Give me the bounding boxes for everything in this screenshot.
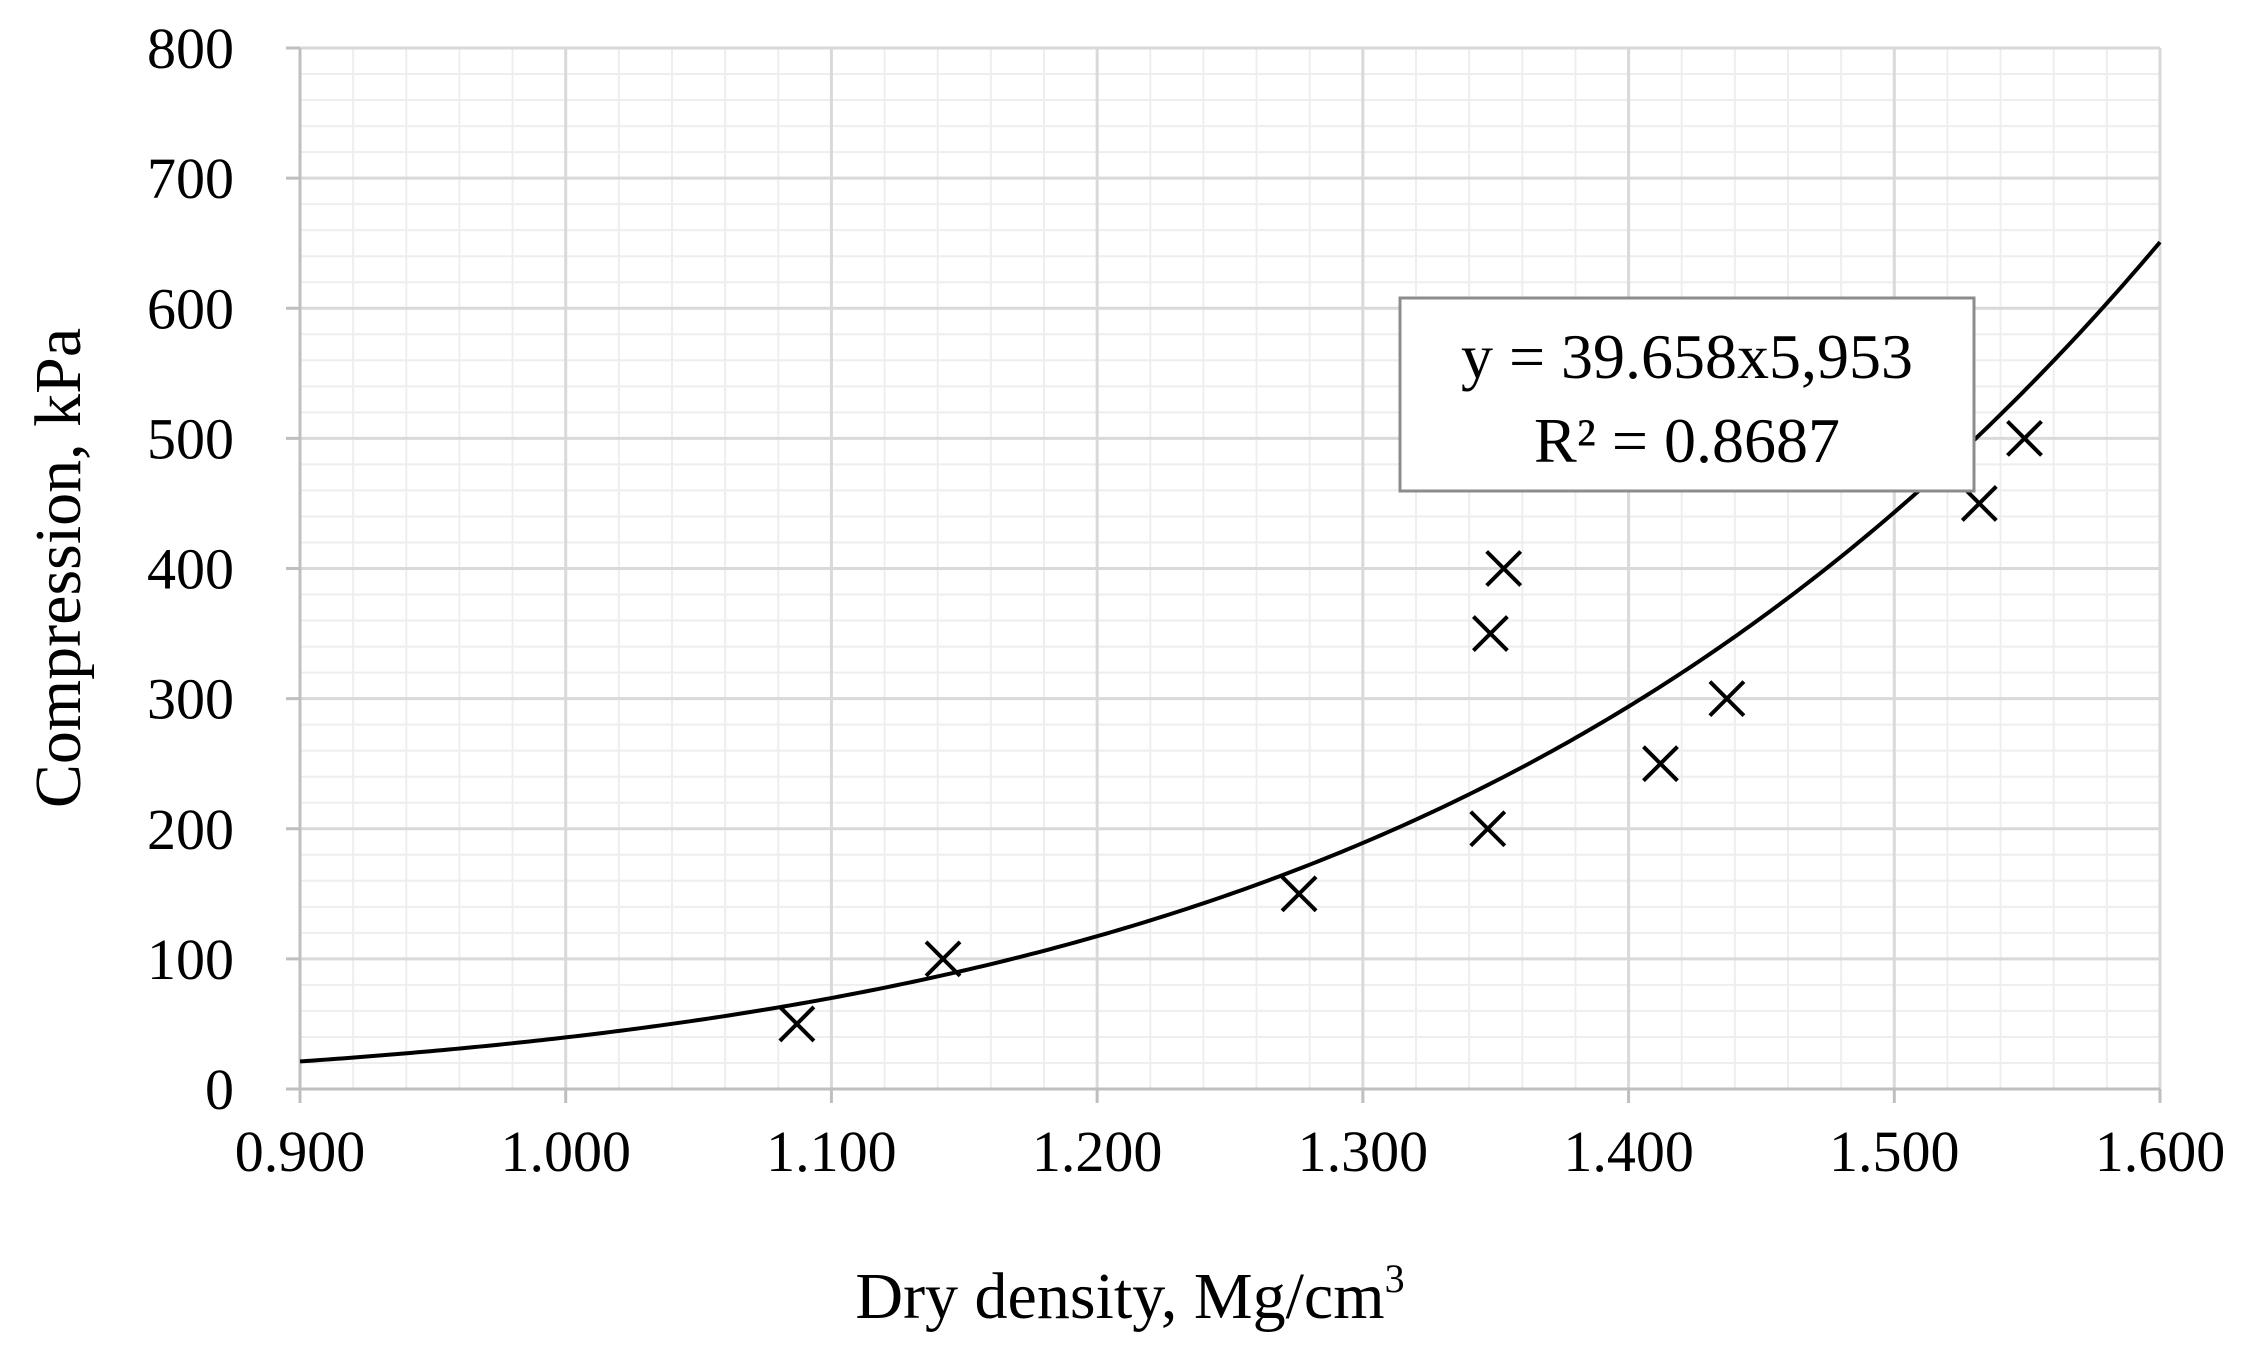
x-axis-title: Dry density, Mg/cm3 [855,1256,1404,1333]
power-trendline [299,240,2162,1064]
marker-stroke [778,1005,816,1043]
data-point-marker [1485,550,1523,587]
x-tick-label: 1.000 [500,1119,631,1184]
data-point-marker [2006,419,2043,457]
y-tick-label: 0 [205,1057,234,1122]
y-tick-label: 300 [147,667,234,732]
data-point-marker [1642,745,1679,783]
marker-stroke [2006,419,2043,457]
data-point-marker [1471,615,1509,652]
y-tick-label: 500 [147,406,234,471]
x-tick-label: 1.600 [2095,1119,2226,1184]
y-tick-label: 800 [147,16,234,81]
marker-stroke [1642,745,1679,783]
x-axis-title-main: Dry density, Mg/cm [855,1260,1384,1333]
trendline-annotation: y = 39.658x5,953 R² = 0.8687 [1398,296,1976,493]
data-point-marker [1280,875,1318,913]
x-tick-label: 1.400 [1563,1119,1694,1184]
data-point-marker [778,1005,816,1043]
marker-stroke [1485,550,1523,587]
data-points [778,419,2043,1043]
y-tick-label: 400 [147,537,234,602]
annotation-box [1398,296,1976,493]
marker-stroke [1280,875,1318,913]
y-tick-label: 100 [147,927,234,992]
y-axis-title: Compression, kPa [22,328,95,808]
marker-stroke [1471,615,1509,652]
x-tick-label: 1.200 [1032,1119,1163,1184]
x-tick-labels: 0.900 1.000 1.100 1.200 1.300 1.400 1.500 1.600 [235,1119,2226,1184]
marker-stroke [924,940,962,978]
y-tick-labels: 0 100 200 300 400 500 600 700 800 [147,16,234,1122]
axes [286,46,2162,1103]
x-axis-title-superscript: 3 [1385,1256,1405,1301]
y-tick-label: 700 [147,146,234,211]
trendline-equation: y = 39.658x5,953 [1461,321,1913,392]
marker-stroke [1469,810,1507,848]
data-point-marker [1469,810,1507,848]
marker-stroke [1960,485,1998,522]
y-tick-label: 600 [147,276,234,341]
x-tick-label: 1.100 [766,1119,897,1184]
x-tick-label: 0.900 [235,1119,366,1184]
data-point-marker [924,940,962,978]
y-tick-label: 200 [147,797,234,862]
data-point-marker [1708,680,1746,718]
x-tick-label: 1.300 [1298,1119,1429,1184]
x-tick-label: 1.500 [1829,1119,1960,1184]
marker-stroke [1708,680,1746,718]
r-squared-value: R² = 0.8687 [1534,405,1840,476]
